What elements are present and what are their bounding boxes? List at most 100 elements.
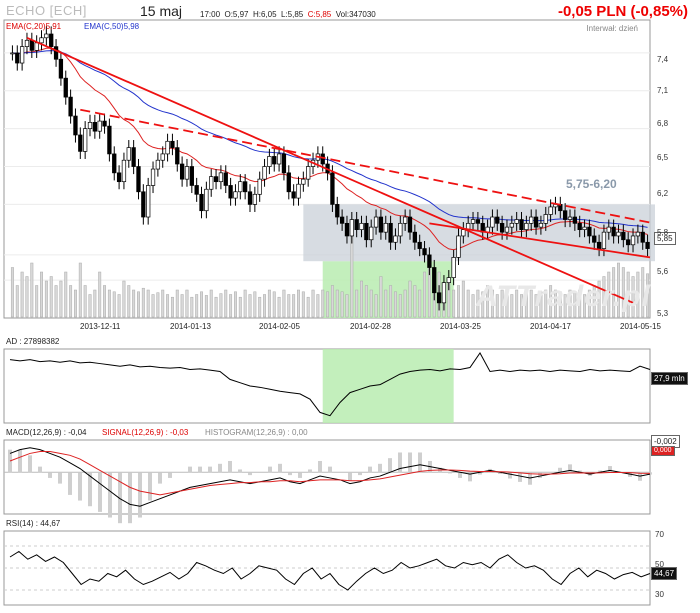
candle-body [378,216,384,233]
volume-bar [311,289,315,318]
support-line [429,222,651,259]
volume-bar [529,289,533,318]
volume-bar [35,285,39,318]
volume-bar [360,280,363,318]
x-tick: 2014-05-15 [620,322,661,331]
macd-histogram-bar [508,472,512,479]
candle-body [320,153,325,165]
volume-bar [282,289,286,318]
interval-label: Interwał: dzień [586,24,638,33]
candle-body [83,128,88,152]
volume-bar [631,276,635,318]
macd-histogram-bar [418,452,422,473]
candle-body [470,219,476,224]
candle-body [136,166,141,193]
x-tick: 2014-02-28 [350,322,391,331]
macd-histogram-bar [38,466,42,473]
y-tick: 6,8 [657,119,669,128]
candle-body [456,235,461,258]
volume-bar [340,291,344,318]
volume-bar [597,280,601,318]
volume-bar [93,289,97,318]
macd-histogram-bar [498,472,502,474]
volume-bar [403,289,407,318]
rsi-tick: 70 [655,530,664,539]
volume-bar [103,285,107,318]
volume-bar [587,289,591,318]
candle-body [141,191,146,218]
volume-bar [248,294,252,318]
macd-panel-frame [3,439,651,515]
candle-body [422,248,427,256]
candle-body [301,178,306,185]
candle-body [286,172,291,193]
candle-body [281,153,287,174]
macd-histogram-bar [528,472,532,485]
candle-body [364,222,369,241]
candle-body [276,153,282,165]
range-annotation: 5,75-6,20 [566,177,617,191]
volume-bar [413,285,417,318]
macd-histogram-bar [198,466,202,473]
downtrend-line [26,36,634,304]
volume-bar [457,285,460,318]
macd-histogram-bar [48,472,52,478]
volume-bar [563,294,567,318]
candle-body [432,267,437,294]
candle-body [504,226,510,233]
volume-bar [573,291,577,318]
candle-body [291,191,296,199]
candle-body [218,172,224,183]
volume-bar [500,289,504,318]
candle-body [335,204,340,218]
ticker-title: ECHO [ECH] [6,3,87,18]
candle-body [73,115,78,136]
candle-body [630,235,636,246]
candle-body [228,185,233,199]
macd-histogram-bar [218,463,222,473]
candle-body [306,166,311,180]
volume-bar [452,289,456,318]
volume-bar [612,267,616,318]
candle-body [146,185,151,218]
macd-histogram-bar [558,467,562,473]
volume-bar [146,289,150,318]
volume-bar [398,294,402,318]
macd-title: MACD(12,26,9) : -0,04 [6,428,87,437]
macd-histogram-bar [448,472,452,474]
resistance-line [80,108,655,225]
candle-body [621,231,626,241]
volume-bar [384,289,388,318]
macd-histogram-bar [458,472,462,478]
candle-body [34,42,39,51]
macd-histogram-bar [68,472,72,495]
candle-body [15,52,20,64]
candle-body [78,134,83,152]
ad-last-tag: 27,9 mln [651,372,688,385]
macd-histogram-bar [288,472,292,476]
volume-bar [243,289,247,318]
volume-bar [486,285,490,318]
candle-body [563,210,568,220]
x-tick: 2014-03-25 [440,322,481,331]
candle-body [533,216,539,228]
volume-bar [490,289,494,318]
candle-body [645,241,650,249]
candle-body [19,46,25,64]
volume-bar [626,271,630,318]
volume-bar [151,294,155,318]
candle-body [354,219,359,230]
volume-bar [495,294,499,318]
candle-body [407,216,413,233]
volume-bar [520,294,523,318]
volume-bar [602,276,606,318]
candle-body [87,122,93,130]
volume-bar [219,293,223,318]
volume-bar [64,271,68,318]
volume-bar [330,285,334,318]
macd-histogram-bar [318,460,322,473]
volume-bar [544,289,548,318]
macd-histogram-bar [398,452,402,473]
volume-bar [166,294,170,318]
